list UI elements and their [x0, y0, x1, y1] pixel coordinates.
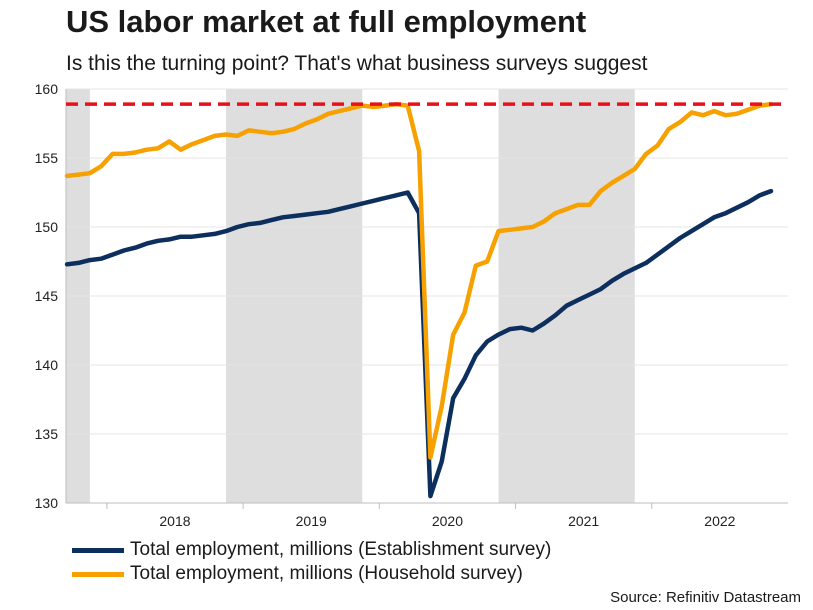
y-tick-label-160: 160 [35, 81, 59, 97]
x-tick-label-2021: 2021 [568, 513, 599, 529]
x-tick-label-2022: 2022 [704, 513, 735, 529]
y-tick-label-145: 145 [35, 288, 59, 304]
y-axis-ticks: 130 135 140 145 150 155 160 [35, 81, 59, 511]
series-lines [64, 101, 774, 499]
series-line-establishment [64, 188, 774, 499]
chart-subtitle: Is this the turning point? That's what b… [66, 52, 648, 75]
legend-swatch-household [72, 571, 124, 577]
series-line-household [64, 101, 774, 460]
x-tick-label-2019: 2019 [296, 513, 327, 529]
y-tick-label-155: 155 [35, 150, 59, 166]
y-tick-label-135: 135 [35, 426, 59, 442]
legend-label-household: Total employment, millions (Household su… [130, 563, 523, 584]
chart-title: US labor market at full employment [66, 4, 587, 39]
legend-label-establishment: Total employment, millions (Establishmen… [130, 539, 552, 560]
legend-item-establishment: Total employment, millions (Establishmen… [72, 538, 551, 562]
x-tick-label-2020: 2020 [432, 513, 463, 529]
y-tick-label-150: 150 [35, 219, 59, 235]
y-tick-label-140: 140 [35, 357, 59, 373]
legend-item-household: Total employment, millions (Household su… [72, 562, 551, 586]
y-tick-label-130: 130 [35, 495, 59, 511]
source-note: Source: Refinitiv Datastream [610, 589, 801, 606]
x-tick-label-2018: 2018 [159, 513, 190, 529]
axes [65, 89, 788, 509]
x-axis-ticks: 2018 2019 2020 2021 2022 [159, 513, 735, 529]
legend: Total employment, millions (Establishmen… [72, 538, 551, 586]
legend-swatch-establishment [72, 547, 124, 553]
